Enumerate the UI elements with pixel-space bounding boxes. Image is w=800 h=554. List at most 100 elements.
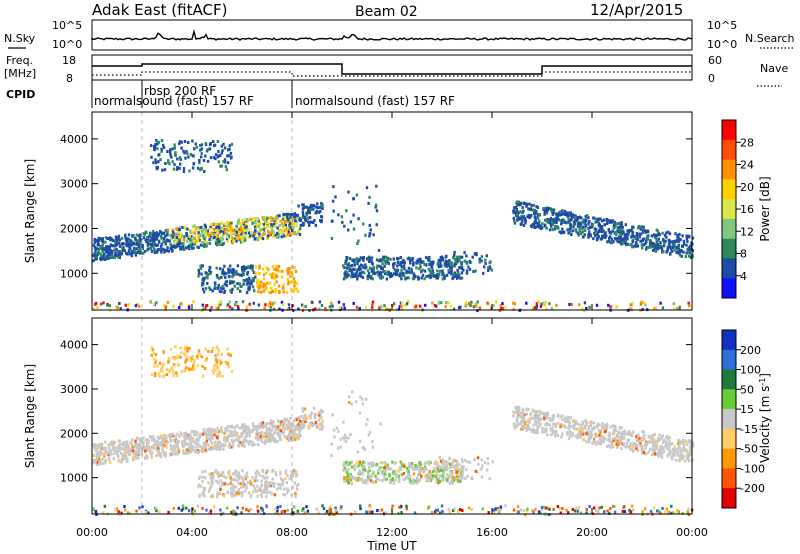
power-cell-1516 — [366, 269, 370, 273]
velocity-cell-526 — [126, 459, 129, 463]
velocity-cell-850 — [286, 419, 290, 423]
power-cell-68 — [179, 236, 182, 240]
power-cell-853 — [269, 216, 272, 220]
power-cell-602 — [160, 236, 163, 240]
velocity-cell-1243 — [244, 477, 248, 481]
velocity-cell-776 — [169, 453, 172, 457]
velocity-cell-987 — [215, 360, 218, 364]
power-cell-1366 — [320, 204, 323, 208]
velocity-cell-1016 — [150, 346, 154, 350]
velocity-cell-1246 — [223, 482, 226, 486]
velocity-cell-561 — [120, 460, 123, 464]
velocity-cell-1713 — [438, 474, 442, 478]
velocity-cell-463 — [209, 446, 213, 450]
velocity-cell-56 — [213, 428, 217, 432]
velocity-cell-1239 — [202, 490, 205, 494]
velocity-cell-1822 — [460, 457, 464, 461]
velocity-cell-544 — [295, 435, 298, 439]
velocity-cell-1808 — [480, 458, 483, 462]
velocity-cell-599 — [238, 435, 242, 439]
power-cell-1129 — [242, 273, 245, 276]
power-cell-846 — [121, 246, 124, 250]
power-cell-358 — [228, 222, 231, 226]
power-cell-1738 — [435, 276, 438, 280]
power-cell-2710 — [400, 307, 404, 311]
velocity-cell-749 — [251, 440, 254, 444]
power-cell-707 — [263, 231, 266, 235]
velocity-cell-855 — [243, 437, 246, 441]
power-cell-2723 — [278, 307, 281, 311]
velocity-cell-1620 — [410, 481, 414, 485]
velocity-cell-376 — [191, 430, 194, 433]
velocity-cell-1114 — [221, 471, 225, 475]
power-cell-672 — [210, 223, 213, 227]
power-cell-900 — [189, 152, 193, 156]
velocity-cell-1682 — [399, 465, 402, 469]
power-cell-1500 — [409, 271, 412, 275]
power-cell-947 — [180, 146, 183, 150]
power-cell-1720 — [366, 274, 369, 278]
velocity-cell-2066 — [681, 440, 684, 444]
power-cell-1438 — [383, 270, 386, 273]
velocity-cell-1348 — [310, 424, 314, 428]
power-cell-889 — [233, 239, 236, 243]
power-cell-99 — [203, 245, 206, 249]
power-cell-2374 — [575, 216, 578, 220]
velocity-cell-143 — [270, 428, 274, 432]
velocity-cell-1545 — [415, 476, 419, 480]
power-cell-771 — [132, 242, 135, 246]
velocity-cell-891 — [93, 445, 96, 449]
power-cell-543 — [221, 227, 224, 231]
power-cell-1399 — [410, 267, 413, 271]
velocity-cell-1033 — [197, 349, 201, 353]
power-cell-1508 — [407, 276, 410, 280]
velocity-cell-946 — [157, 372, 161, 376]
power-cell-2236 — [560, 219, 563, 222]
velocity-cell-1736 — [401, 464, 404, 468]
power-cell-1278 — [208, 286, 211, 290]
velocity-cell-882 — [273, 437, 276, 441]
velocity-cell-563 — [92, 461, 95, 465]
power-cell-936 — [199, 148, 202, 152]
power-cell-2580 — [228, 300, 232, 304]
power-cell-1976 — [567, 231, 570, 235]
velocity-cell-1554 — [375, 462, 379, 466]
power-cell-1038 — [220, 164, 223, 168]
power-cell-1643 — [438, 269, 442, 273]
power-cell-1893 — [571, 229, 575, 233]
velocity-cell-1097 — [284, 477, 287, 481]
velocity-cell-1628 — [414, 463, 417, 467]
velocity-cell-1319 — [299, 424, 302, 428]
power-cell-2353 — [676, 238, 679, 242]
velocity-cell-346 — [188, 437, 191, 441]
velocity-cell-1262 — [289, 476, 292, 480]
velocity-cell-543 — [165, 437, 168, 441]
power-cell-507 — [185, 231, 188, 235]
velocity-cell-1812 — [461, 471, 464, 475]
velocity-cell-1099 — [245, 471, 249, 475]
power-cell-1181 — [268, 290, 271, 294]
velocity-cell-1236 — [286, 491, 289, 495]
power-cell-1532 — [389, 272, 393, 276]
velocity-cell-1654 — [438, 480, 441, 484]
velocity-cell-2094 — [673, 445, 677, 449]
velocity-cell-1289 — [279, 477, 283, 480]
power-cell-2405 — [680, 244, 684, 248]
power-cell-2547 — [358, 307, 361, 311]
velocity-cell-1182 — [265, 479, 268, 483]
power-cell-797 — [262, 216, 266, 220]
power-cell-2254 — [536, 214, 540, 217]
velocity-cell-856 — [182, 444, 185, 448]
velocity-cell-750 — [135, 454, 138, 458]
power-cell-2559 — [102, 301, 105, 305]
power-cell-790 — [289, 215, 292, 219]
power-cell-2288 — [535, 205, 538, 209]
power-cell-2343 — [675, 250, 678, 254]
power-cell-1485 — [396, 264, 399, 268]
power-cell-2718 — [525, 301, 528, 305]
velocity-cell-1104 — [278, 483, 281, 486]
power-cell-1653 — [359, 263, 363, 267]
velocity-cell-1719 — [422, 470, 425, 474]
power-cell-847 — [171, 235, 175, 239]
velocity-cell-1355 — [315, 423, 318, 427]
